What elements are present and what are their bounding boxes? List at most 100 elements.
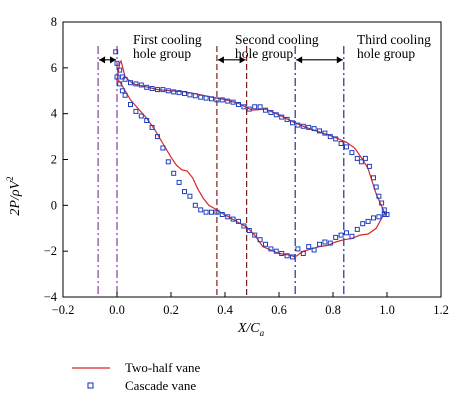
cascade-vane-point [362, 155, 368, 161]
cascade-vane-point [263, 107, 268, 113]
arrow-head-right [110, 56, 116, 64]
annotation-hole-group-3: Third cooling hole group [357, 32, 431, 61]
x-tick-label: 0.4 [217, 303, 233, 317]
cascade-vane-point [209, 96, 214, 102]
cascade-vane-point [338, 141, 344, 146]
cascade-vane-point [182, 91, 187, 96]
cascade-vane-point [160, 87, 166, 93]
cascade-vane-point [214, 97, 220, 103]
y-tick-label: 4 [51, 107, 58, 121]
cascade-vane-point [122, 76, 128, 82]
legend-marker-cascade-vane [87, 382, 94, 389]
hole-group-markers [97, 46, 345, 297]
cascade-vane-point [165, 88, 171, 94]
y-tick-label: 8 [51, 15, 57, 29]
x-tick-label: 0.8 [325, 303, 341, 317]
cascade-vane-point [295, 122, 301, 128]
cascade-vane-point [376, 214, 382, 220]
cascade-vane-point [241, 104, 247, 110]
cascade-vane-point [133, 81, 139, 87]
cascade-vane-point [381, 212, 387, 217]
cascade-vane-point [225, 98, 231, 104]
cascade-vane-point [165, 159, 171, 165]
cascade-vane-point [333, 136, 339, 142]
cascade-vane-point [122, 92, 128, 98]
cascade-vane-point [176, 179, 182, 185]
series-line-two-half-vane [116, 59, 388, 258]
cascade-vane-point [354, 155, 360, 161]
cascade-vane-point [171, 170, 177, 176]
cascade-vane-point [290, 254, 295, 260]
cascade-vane-point [338, 232, 344, 238]
cascade-vane-point [333, 234, 339, 240]
cascade-vane-point [160, 145, 166, 151]
cascade-vane-point [349, 233, 355, 239]
cascade-vane-point [133, 108, 139, 114]
cascade-vane-point [268, 110, 274, 115]
cascade-vane-point [230, 99, 236, 105]
cascade-vane-point [371, 215, 376, 221]
y-axis-label: 2P/ρV2 [5, 176, 23, 215]
legend-label-cascade-vane: Cascade vane [125, 378, 196, 393]
cascade-vane-point [311, 247, 317, 253]
cascade-vane-point [230, 216, 236, 222]
cascade-vane-point [279, 251, 285, 256]
cascade-vane-point [268, 246, 274, 252]
cascade-vane-point [273, 112, 279, 118]
cascade-vane-point [149, 124, 155, 130]
cascade-vane-point [290, 120, 295, 126]
cascade-vane-point [373, 184, 379, 190]
cascade-vane-point [284, 253, 290, 259]
cascade-vane-point [219, 97, 225, 103]
cascade-vane-point [241, 223, 247, 229]
cascade-vane-point [379, 200, 385, 206]
cascade-vane-point [219, 212, 225, 217]
cascade-vane-point [209, 209, 214, 215]
cascade-vane-point [306, 244, 312, 250]
y-tick-label: −4 [44, 290, 58, 304]
cascade-vane-point [311, 126, 317, 132]
cascade-vane-point [114, 60, 120, 66]
series-layer [113, 49, 390, 260]
cascade-vane-point [300, 123, 306, 129]
cascade-vane-point [344, 144, 349, 150]
cascade-vane-point [117, 67, 123, 73]
cascade-vane-point [113, 49, 119, 55]
cascade-vane-point [263, 241, 268, 247]
y-tick-label: −2 [44, 244, 57, 258]
cascade-vane-point [322, 239, 328, 245]
cascade-vane-point [176, 90, 182, 96]
cascade-vane-point [214, 209, 220, 215]
x-tick-label: 0.0 [109, 303, 125, 317]
cascade-vane-point [360, 221, 366, 227]
cascade-vane-point [198, 207, 204, 213]
axes: −0.2 0.0 0.2 0.4 0.6 0.8 1.0 1.2 −4 −2 0 2 4 6 8 [44, 15, 449, 317]
x-tick-label: −0.2 [52, 303, 75, 317]
cascade-vane-point [171, 89, 177, 95]
cascade-vane-point [236, 218, 241, 224]
cascade-vane-point [203, 209, 209, 215]
cascade-vane-point [273, 248, 279, 254]
legend-label-two-half-vane: Two-half vane [125, 360, 200, 375]
cascade-vane-point [119, 88, 125, 94]
y-tick-label: 6 [51, 61, 57, 75]
cascade-vane-point [187, 193, 193, 199]
cascade-vane-point [117, 81, 123, 87]
cascade-vane-point [203, 95, 209, 101]
cascade-vane-point [225, 214, 231, 220]
y-tick-label: 0 [51, 198, 57, 212]
cascade-vane-point [246, 228, 252, 233]
cascade-vane-point [114, 74, 120, 80]
cascade-vane-point [306, 124, 312, 130]
cascade-vane-point [327, 240, 333, 246]
x-tick-label: 1.2 [433, 303, 449, 317]
cascade-vane-point [344, 230, 349, 236]
cascade-vane-point [144, 84, 150, 90]
cascade-vane-point [354, 226, 360, 232]
x-tick-label: 0.2 [163, 303, 179, 317]
cascade-vane-point [284, 116, 290, 122]
cascade-vane-point [236, 102, 241, 107]
cascade-vane-point [365, 218, 371, 224]
cascade-vane-point [384, 212, 390, 217]
